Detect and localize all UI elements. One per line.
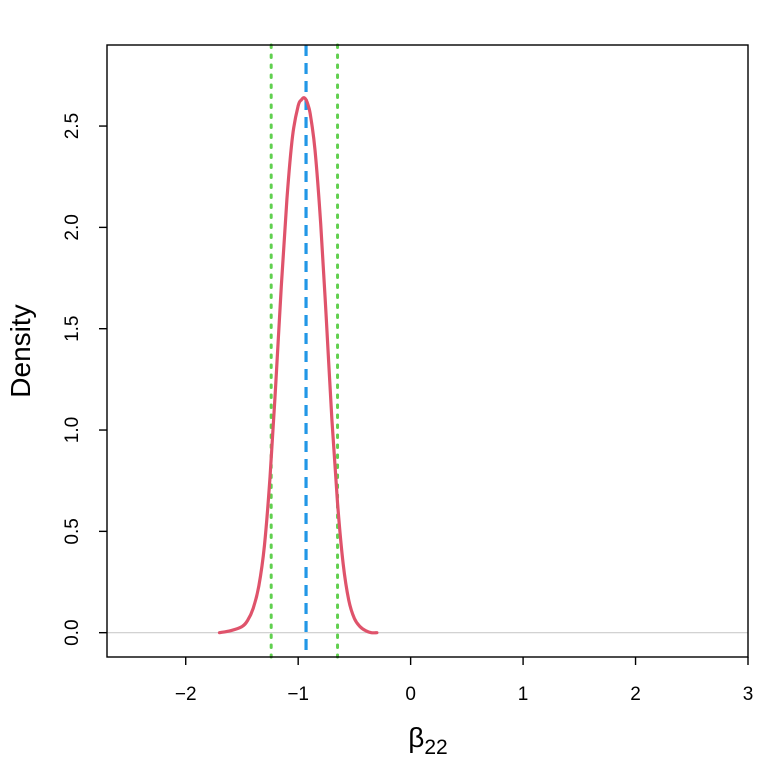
y-tick-label: 2.5 <box>62 113 83 139</box>
y-tick-label: 2.0 <box>62 214 83 240</box>
plot-frame <box>106 44 749 658</box>
x-tick-label: −1 <box>287 684 309 705</box>
axes-layer: −2 −1 0 1 2 3 0.0 0.5 1.0 1.5 2.0 2.5 <box>62 44 754 705</box>
x-tick-label: −2 <box>175 684 197 705</box>
x-tick-label: 3 <box>743 684 754 705</box>
x-tick-label: 0 <box>405 684 416 705</box>
x-axis-label-subscript: 22 <box>424 736 447 759</box>
y-tick-label: 0.5 <box>62 518 83 544</box>
x-tick-label: 2 <box>630 684 641 705</box>
y-tick-label: 0.0 <box>62 619 83 645</box>
x-axis-label: β22 <box>408 722 447 759</box>
y-axis-label: Density <box>5 304 36 397</box>
y-tick-label: 1.0 <box>62 417 83 443</box>
y-tick-label: 1.5 <box>62 315 83 341</box>
x-axis-label-symbol: β <box>408 722 424 753</box>
density-curve <box>217 96 379 635</box>
x-tick-label: 1 <box>518 684 529 705</box>
plot-layer <box>107 43 748 659</box>
